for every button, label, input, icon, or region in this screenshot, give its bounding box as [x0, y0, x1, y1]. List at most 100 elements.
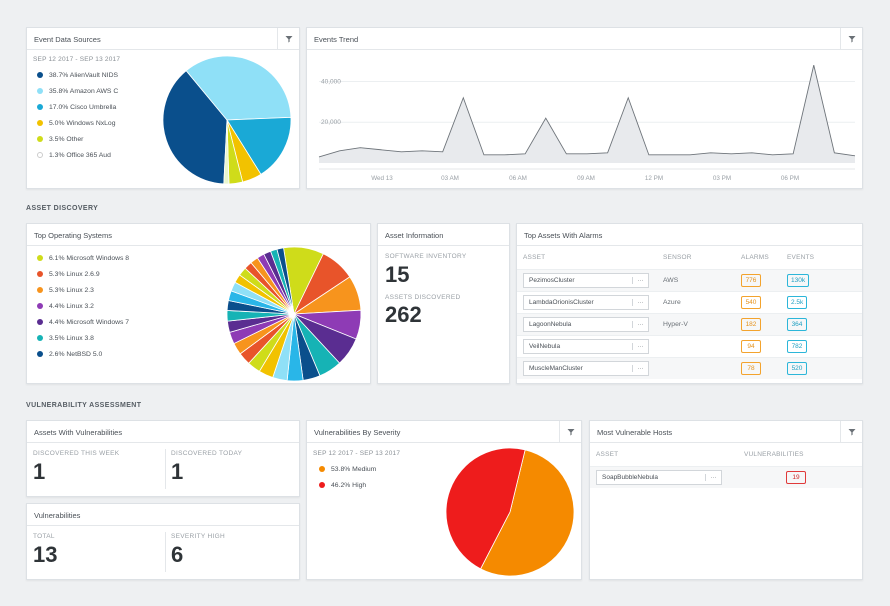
table-row[interactable]: PezimosCluster ··· AWS 776 130k: [517, 269, 862, 291]
legend-item[interactable]: 5.3% Linux 2.3: [37, 282, 207, 298]
x-tick-label: Wed 13: [371, 175, 393, 182]
more-actions-button[interactable]: ···: [632, 342, 648, 350]
asset-name-field[interactable]: SoapBubbleNebula ···: [596, 469, 722, 485]
table-row[interactable]: VeilNebula ··· 94 782: [517, 335, 862, 357]
pie-slice-amazon-aws-c[interactable]: [185, 55, 292, 121]
table-row[interactable]: LambdaOrionisCluster ··· Azure 540 2.5k: [517, 291, 862, 313]
events-cell: 130k: [781, 269, 862, 291]
legend-item[interactable]: 1.3% Office 365 Aud: [37, 147, 143, 163]
asset-discovery-section-title: ASSET DISCOVERY: [26, 205, 99, 212]
x-tick-label: 03 AM: [441, 175, 459, 182]
asset-name-field[interactable]: PezimosCluster ···: [523, 272, 649, 288]
event-sources-legend: 38.7% AlienVault NIDS 35.8% Amazon AWS C 1…: [37, 67, 143, 175]
legend-label: 17.0% Cisco Umbrella: [49, 103, 117, 111]
asset-name: VeilNebula: [529, 342, 561, 350]
most-vulnerable-hosts-panel: Most Vulnerable Hosts ASSET VULNERABILIT…: [589, 420, 863, 580]
col-asset: ASSET: [523, 254, 546, 262]
alarms-cell: 78: [735, 357, 781, 379]
asset-name-field[interactable]: VeilNebula ···: [523, 338, 649, 354]
legend-item[interactable]: 53.8% Medium: [319, 461, 429, 477]
pie-slice-high[interactable]: [445, 447, 526, 570]
legend-label: 38.7% AlienVault NIDS: [49, 71, 119, 79]
more-actions-button[interactable]: ···: [632, 320, 648, 328]
total-label: TOTAL: [33, 533, 55, 540]
vulnerabilities-cell: 19: [738, 466, 862, 488]
more-actions-button[interactable]: ···: [632, 276, 648, 284]
events-cell: 2.5k: [781, 291, 862, 313]
alarms-badge[interactable]: 540: [741, 295, 761, 309]
alarms-badge[interactable]: 78: [741, 361, 761, 375]
panel-title: Most Vulnerable Hosts: [597, 428, 673, 437]
more-actions-button[interactable]: ···: [632, 364, 648, 372]
legend-item[interactable]: 6.1% Microsoft Windows 8: [37, 250, 207, 266]
legend-label: 2.6% NetBSD 5.0: [49, 350, 103, 358]
col-asset: ASSET: [596, 451, 619, 459]
discovered-this-week-label: DISCOVERED THIS WEEK: [33, 450, 120, 457]
table-row[interactable]: MuscleManCluster ··· 78 520: [517, 357, 862, 379]
filter-icon[interactable]: [277, 28, 299, 49]
alarms-badge[interactable]: 94: [741, 339, 761, 353]
pie-slice-other-20[interactable]: [276, 247, 295, 315]
more-actions-button[interactable]: ···: [705, 473, 721, 481]
legend-item[interactable]: 5.3% Linux 2.6.9: [37, 266, 207, 282]
legend-label: 46.2% High: [331, 481, 367, 489]
asset-name: LambdaOrionisCluster: [529, 298, 594, 306]
x-tick-label: 06 AM: [509, 175, 527, 182]
legend-item[interactable]: 3.5% Other: [37, 131, 143, 147]
alarms-badge[interactable]: 182: [741, 317, 761, 331]
discovered-today-label: DISCOVERED TODAY: [171, 450, 243, 457]
legend-item[interactable]: 46.2% High: [319, 477, 429, 493]
sensor-cell: Hyper-V: [663, 320, 688, 328]
vulnerabilities-badge[interactable]: 19: [786, 470, 806, 484]
legend-dot: [37, 88, 43, 94]
legend-item[interactable]: 2.6% NetBSD 5.0: [37, 346, 207, 362]
legend-item[interactable]: 4.4% Microsoft Windows 7: [37, 314, 207, 330]
asset-information-panel: Asset Information SOFTWARE INVENTORY 15 …: [377, 223, 510, 384]
panel-title: Asset Information: [385, 231, 444, 240]
pie-slice-office-365-aud[interactable]: [223, 119, 230, 185]
legend-dot: [37, 136, 43, 142]
pie-slice-medium[interactable]: [480, 449, 575, 577]
legend-item[interactable]: 17.0% Cisco Umbrella: [37, 99, 143, 115]
panel-title: Vulnerabilities By Severity: [314, 428, 401, 437]
legend-item[interactable]: 38.7% AlienVault NIDS: [37, 67, 143, 83]
most-vulnerable-hosts-header: Most Vulnerable Hosts: [590, 421, 862, 443]
asset-name-field[interactable]: LambdaOrionisCluster ···: [523, 294, 649, 310]
table-row[interactable]: LagoonNebula ··· Hyper-V 182 364: [517, 313, 862, 335]
legend-item[interactable]: 5.0% Windows NxLog: [37, 115, 143, 131]
filter-icon[interactable]: [559, 421, 581, 442]
event-data-sources-panel: Event Data Sources SEP 12 2017 - SEP 13 …: [26, 27, 300, 189]
filter-icon[interactable]: [840, 28, 862, 49]
col-vulnerabilities: VULNERABILITIES: [744, 451, 804, 459]
legend-dot: [319, 466, 325, 472]
legend-item[interactable]: 35.8% Amazon AWS C: [37, 83, 143, 99]
asset-info-header: Asset Information: [378, 224, 509, 246]
legend-dot: [37, 303, 43, 309]
events-badge[interactable]: 520: [787, 361, 807, 375]
events-badge[interactable]: 782: [787, 339, 807, 353]
legend-label: 3.5% Linux 3.8: [49, 334, 94, 342]
alarms-cell: 94: [735, 335, 781, 357]
panel-title: Event Data Sources: [34, 35, 101, 44]
events-badge[interactable]: 130k: [787, 273, 810, 287]
assets-with-vulnerabilities-panel: Assets With Vulnerabilities DISCOVERED T…: [26, 420, 300, 497]
severity-high-label: SEVERITY HIGH: [171, 533, 225, 540]
events-badge[interactable]: 2.5k: [787, 295, 808, 309]
asset-name-field[interactable]: LagoonNebula ···: [523, 316, 649, 332]
asset-name-field[interactable]: MuscleManCluster ···: [523, 360, 649, 376]
events-trend-chart: 20,000 40,000 Wed 13 03 AM 06 AM 09 AM 12 PM 03…: [318, 65, 856, 182]
pie-slice-cisco-umbrella[interactable]: [226, 116, 292, 175]
alarms-cell: 182: [735, 313, 781, 335]
asset-cell: LagoonNebula ···: [517, 313, 657, 335]
legend-dot: [37, 335, 43, 341]
date-range: SEP 12 2017 - SEP 13 2017: [33, 56, 121, 63]
legend-item[interactable]: 4.4% Linux 3.2: [37, 298, 207, 314]
events-badge[interactable]: 364: [787, 317, 807, 331]
table-row[interactable]: SoapBubbleNebula ··· 19: [590, 466, 862, 488]
more-actions-button[interactable]: ···: [632, 298, 648, 306]
x-tick-label: 06 PM: [781, 175, 799, 182]
filter-icon[interactable]: [840, 421, 862, 442]
pie-slice-alienvault-nids[interactable]: [162, 70, 228, 185]
alarms-badge[interactable]: 776: [741, 273, 761, 287]
legend-item[interactable]: 3.5% Linux 3.8: [37, 330, 207, 346]
